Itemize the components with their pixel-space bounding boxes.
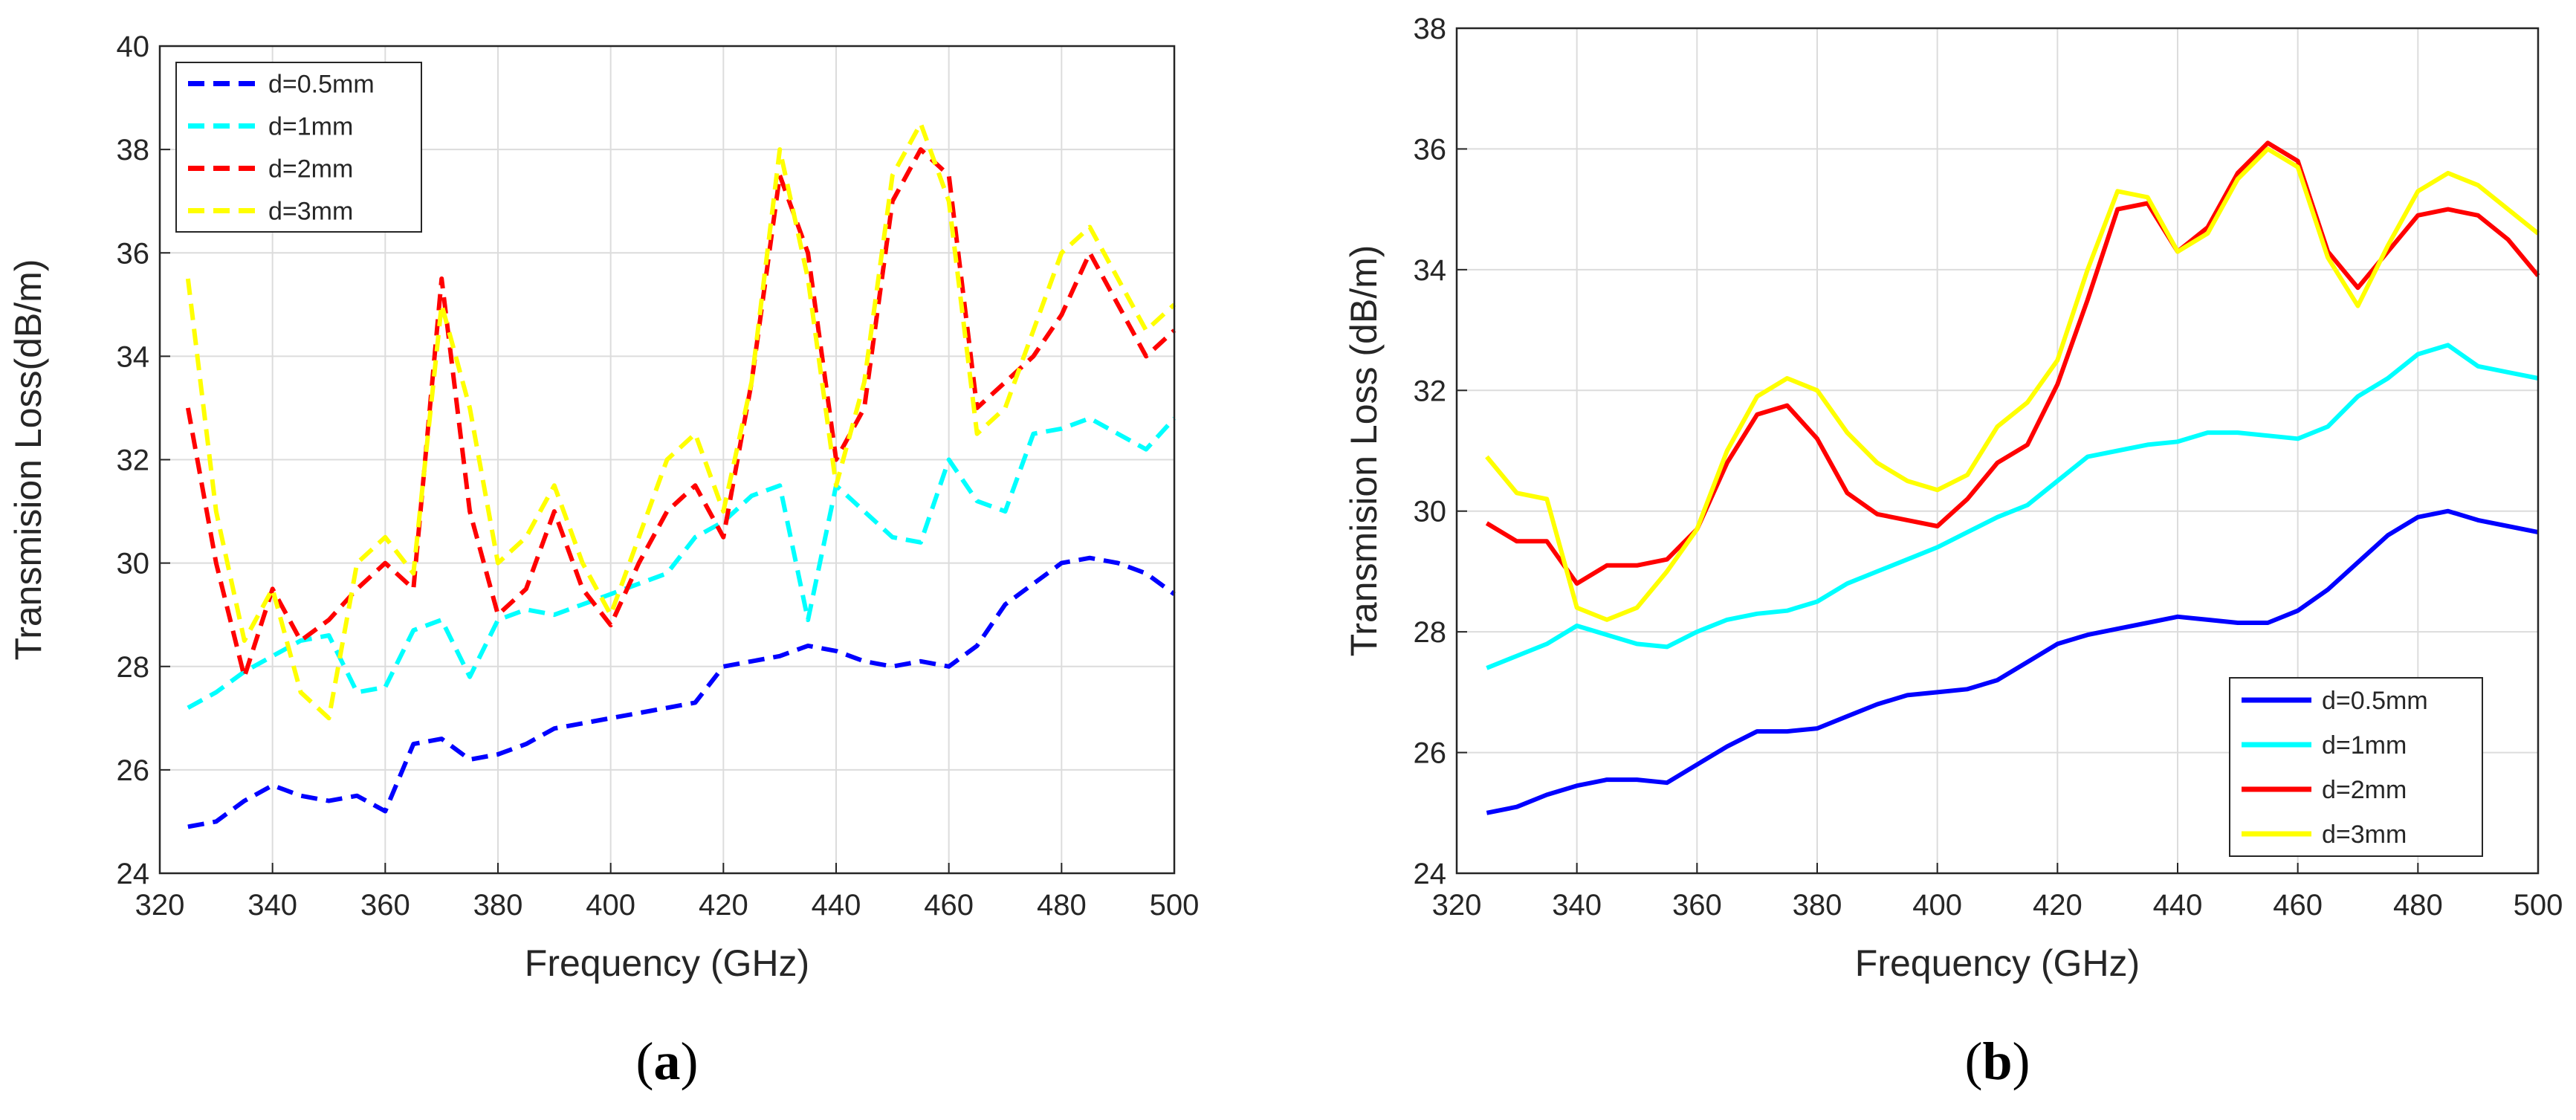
chart-a-x-axis-label: Frequency (GHz) (525, 942, 809, 984)
chart-a-x-tick-label: 360 (360, 889, 410, 922)
chart-b-y-tick-label: 36 (1414, 133, 1447, 166)
chart-b-y-tick-label: 28 (1414, 616, 1447, 649)
chart-a-series-d=1mm (187, 415, 1177, 710)
panel-a: 320 340 360 380 400 420 440 460 480 500 24 26 28 30 32… (7, 30, 1199, 1091)
chart-b-x-tick-label: 400 (1912, 889, 1962, 922)
chart-a-y-axis-label: Transmision Loss(dB/m) (7, 259, 49, 661)
chart-b-x-tick-label: 320 (1432, 889, 1482, 922)
chart-a-x-tick-label: 400 (586, 889, 635, 922)
chart-b-axes-box (1455, 27, 2540, 875)
chart-b-x-tick-label: 360 (1672, 889, 1722, 922)
chart-a-x-tick-label: 460 (924, 889, 974, 922)
chart-a-caption: (a) (636, 1032, 699, 1091)
chart-b-x-tick-label: 460 (2273, 889, 2323, 922)
chart-b-x-tick-label: 440 (2153, 889, 2203, 922)
chart-a-y-tick-label: 30 (117, 548, 150, 580)
chart-b-legend-label: d=2mm (2322, 776, 2407, 804)
chart-b-y-axis-label: Transmision Loss (dB/m) (1343, 245, 1385, 657)
chart-a-legend-label: d=3mm (268, 198, 353, 226)
chart-b-legend-label: d=0.5mm (2322, 687, 2428, 715)
chart-b-series-d=2mm (1485, 140, 2540, 586)
chart-b-x-tick-label: 340 (1552, 889, 1602, 922)
chart-b-caption: (b) (1964, 1032, 2030, 1091)
chart-b-legend (2229, 677, 2483, 857)
chart-b-y-tick-label: 38 (1414, 13, 1447, 45)
chart-a-x-tick-label: 440 (812, 889, 861, 922)
panel-b: 320 340 360 380 400 420 440 460 480 500 24 26 28 30 32… (1343, 13, 2563, 1091)
chart-a-series-d=3mm (185, 121, 1177, 721)
chart-a-y-tick-label: 28 (117, 651, 150, 684)
chart-b-x-tick-label: 500 (2514, 889, 2563, 922)
chart-b-y-tick-label: 30 (1414, 496, 1447, 528)
chart-b-series-d=1mm (1486, 343, 2539, 670)
chart-b-y-tick-label: 32 (1414, 375, 1447, 407)
chart-b-y-tick-label: 34 (1414, 254, 1447, 287)
chart-b-legend-label: d=1mm (2322, 731, 2407, 760)
chart-b-series-d=0.5mm (1486, 508, 2539, 815)
chart-a-y-tick-label: 32 (117, 444, 150, 477)
chart-a-y-tick-label: 40 (117, 30, 150, 63)
chart-a-x-tick-label: 420 (699, 889, 748, 922)
chart-b-x-tick-label: 380 (1793, 889, 1842, 922)
chart-b-y-tick-label: 26 (1414, 737, 1447, 770)
chart-a-legend (175, 62, 422, 233)
chart-a-y-tick-label: 24 (117, 858, 150, 890)
chart-b-x-tick-label: 420 (2033, 889, 2083, 922)
chart-a-y-tick-label: 38 (117, 134, 150, 166)
chart-a-x-tick-label: 500 (1150, 889, 1200, 922)
chart-a-series-d=0.5mm (187, 555, 1176, 829)
chart-a-legend-label: d=0.5mm (268, 71, 375, 99)
chart-a-x-tick-label: 320 (135, 889, 185, 922)
chart-a-y-tick-label: 34 (117, 340, 150, 373)
chart-a-y-tick-label: 36 (117, 237, 150, 270)
chart-a-y-tick-label: 26 (117, 754, 150, 787)
chart-b-y-tick-label: 24 (1414, 858, 1447, 890)
chart-b-x-axis-label: Frequency (GHz) (1855, 942, 2140, 984)
chart-b-legend-label: d=3mm (2322, 820, 2407, 849)
chart-a-x-tick-label: 380 (473, 889, 523, 922)
chart-a-x-tick-label: 340 (247, 889, 297, 922)
chart-b-x-tick-label: 480 (2393, 889, 2443, 922)
chart-a-legend-label: d=1mm (268, 113, 353, 141)
chart-b-series-d=3mm (1485, 146, 2540, 622)
chart-a-x-tick-label: 480 (1037, 889, 1087, 922)
chart-a-legend-label: d=2mm (268, 155, 353, 184)
